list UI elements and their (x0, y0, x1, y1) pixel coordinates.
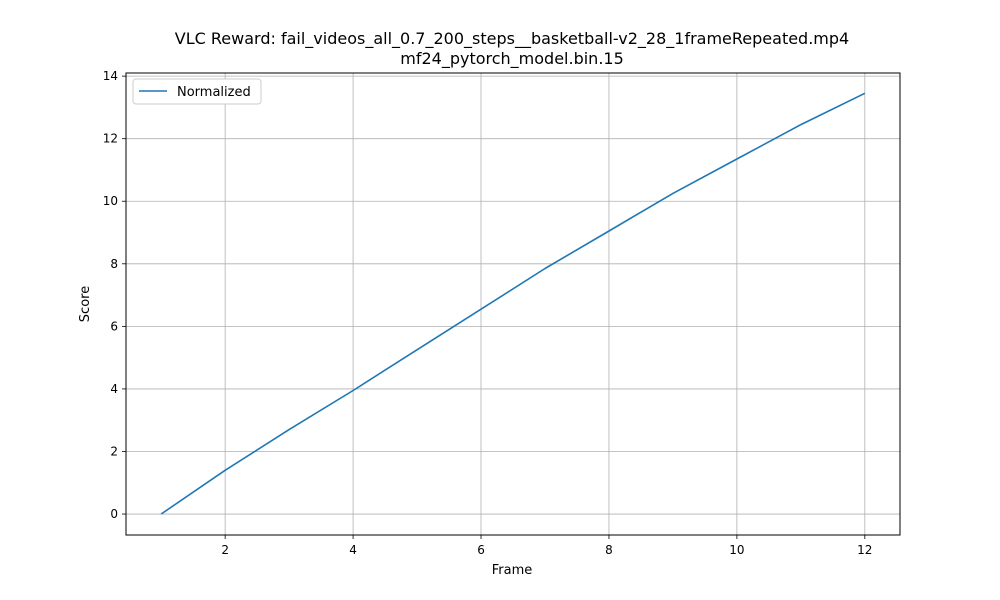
y-axis-label: Score (78, 286, 93, 322)
x-axis-label: Frame (492, 563, 533, 578)
legend-box (132, 78, 262, 105)
series-layer (160, 92, 866, 515)
y-tick-label: 8 (110, 257, 118, 271)
legend: Normalized (132, 78, 262, 105)
series-line-normalized (160, 92, 866, 515)
x-tick-label: 6 (477, 543, 485, 557)
chart-title: VLC Reward: fail_videos_all_0.7_200_step… (175, 29, 849, 49)
y-tick-label: 4 (110, 382, 118, 396)
y-tick-label: 12 (103, 132, 118, 146)
y-tick-label: 6 (110, 319, 118, 333)
x-tick-label: 4 (349, 543, 357, 557)
chart-subtitle: mf24_pytorch_model.bin.15 (400, 49, 624, 69)
x-tick-label: 8 (605, 543, 613, 557)
x-tick-label: 12 (857, 543, 872, 557)
legend-label-normalized: Normalized (177, 85, 251, 100)
y-tick-label: 10 (103, 194, 118, 208)
grid (126, 73, 900, 535)
x-tick-label: 2 (221, 543, 229, 557)
axis-ticks: 2 4 6 8 10 12 0 2 4 6 8 10 12 14 (103, 69, 873, 557)
plot-area (125, 72, 901, 536)
y-tick-label: 2 (110, 444, 118, 458)
y-tick-label: 0 (110, 507, 118, 521)
x-tick-label: 10 (729, 543, 744, 557)
y-tick-label: 14 (103, 69, 118, 83)
